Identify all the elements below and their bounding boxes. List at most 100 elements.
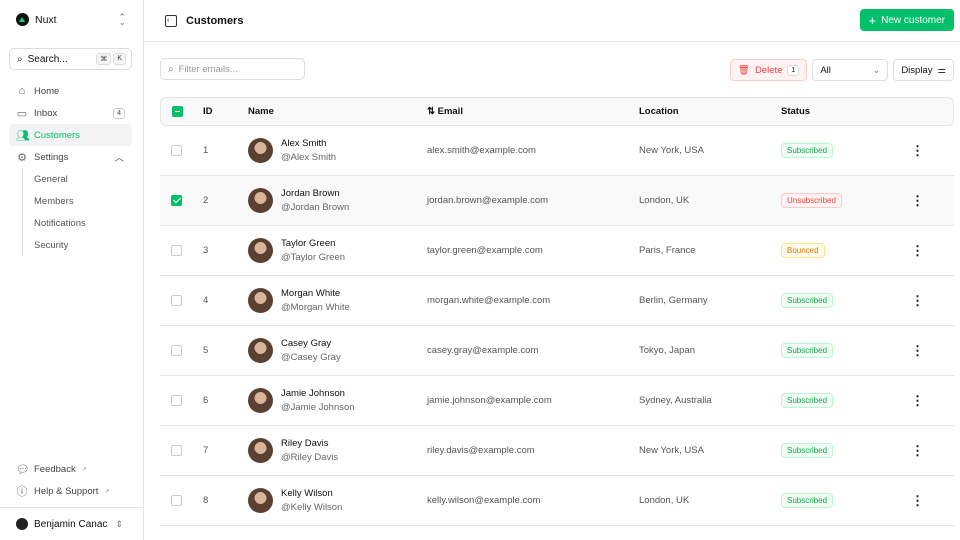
row-checkbox[interactable] [171,444,182,456]
status-badge: Subscribed [781,443,834,458]
inbox-badge: 4 [113,107,125,119]
cell-email: morgan.white@example.com [427,276,639,326]
status-badge: Subscribed [781,293,834,308]
kbd-k: K [113,53,126,65]
help-support-link[interactable]: ⓘ Help & Support ↗ [9,480,132,502]
avatar [16,518,28,530]
status-badge: Subscribed [781,343,834,358]
display-label: Display [901,64,933,76]
select-all-checkbox[interactable] [172,105,183,117]
cell-id: 5 [203,326,248,376]
avatar [248,238,273,263]
sidebar-item-home[interactable]: ⌂ Home [9,80,132,102]
table-row[interactable]: 7 Riley Davis @Riley Davis riley.davis@ex… [160,426,954,476]
avatar [248,488,273,513]
table-row[interactable]: 2 Jordan Brown @Jordan Brown jordan.brown… [160,176,954,226]
table-row[interactable]: 4 Morgan White @Morgan White morgan.white… [160,276,954,326]
cell-id: 7 [203,426,248,476]
sidebar-item-customers[interactable]: 👥︎ Customers [9,124,132,146]
team-switcher[interactable]: Nuxt ⌃ ⌄ [16,11,126,27]
sidebar-item-members[interactable]: Members [34,195,74,207]
customer-handle: @Alex Smith [281,152,337,163]
customer-name: Taylor Green [281,238,336,249]
row-actions-icon[interactable]: ⋮ [911,142,924,158]
table-row[interactable]: 6 Jamie Johnson @Jamie Johnson jamie.john… [160,376,954,426]
delete-count: 1 [787,64,800,76]
row-checkbox[interactable] [171,494,182,506]
table-row[interactable]: 3 Taylor Green @Taylor Green taylor.green… [160,226,954,276]
chevron-up-down-icon: ⇕ [115,518,123,529]
inbox-icon: ▭ [16,107,28,120]
sidebar-item-inbox[interactable]: ▭ Inbox 4 [9,102,132,124]
filter-emails-input[interactable] [178,63,289,75]
row-actions-icon[interactable]: ⋮ [911,392,924,408]
row-actions-icon[interactable]: ⋮ [911,192,924,208]
customer-handle: @Taylor Green [281,252,346,263]
feedback-link[interactable]: 💬︎ Feedback ↗ [9,458,132,480]
sidebar-item-security[interactable]: Security [34,239,69,251]
row-checkbox[interactable] [171,394,182,406]
sidebar-item-label: Customers [34,129,80,141]
search-button[interactable]: ⌕ Search... ⌘ K [9,48,132,70]
sidebar: Nuxt ⌃ ⌄ ⌕ Search... ⌘ K ⌂ Home ▭ Inbox 4 👥︎ C… [0,0,144,540]
row-actions-icon[interactable]: ⋮ [911,342,924,358]
row-actions-icon[interactable]: ⋮ [911,292,924,308]
row-checkbox[interactable] [171,244,182,256]
chevron-up-down-icon: ⌃ ⌄ [118,11,126,27]
customer-handle: @Casey Gray [281,352,341,363]
sidebar-collapse-icon[interactable]: ‹ [165,14,177,27]
brand-name: Nuxt [35,13,57,26]
cell-id: 3 [203,226,248,276]
sidebar-item-notifications[interactable]: Notifications [34,217,86,229]
user-name: Benjamin Canac [34,518,108,530]
customer-name: Morgan White [281,288,341,299]
row-checkbox[interactable] [171,144,182,156]
status-select[interactable]: All ⌄ [812,59,889,81]
table-row[interactable]: 5 Casey Gray @Casey Gray casey.gray@examp… [160,326,954,376]
display-button[interactable]: Display ⚌ [893,59,954,81]
cell-id: 4 [203,276,248,326]
cell-id: 1 [203,126,248,176]
column-email[interactable]: ⇅ Email [427,97,639,126]
row-actions-icon[interactable]: ⋮ [911,442,924,458]
sidebar-item-settings[interactable]: ⚙ Settings ︿ [9,146,132,168]
cell-email: kelly.wilson@example.com [427,476,639,526]
status-badge: Subscribed [781,493,834,508]
sidebar-item-general[interactable]: General [34,173,68,185]
cell-email: jamie.johnson@example.com [427,376,639,426]
status-badge: Unsubscribed [781,193,842,208]
row-actions-icon[interactable]: ⋮ [911,242,924,258]
delete-label: Delete [754,64,783,76]
cell-location: Sydney, Australia [639,376,781,426]
customer-handle: @Kelly Wilson [281,502,343,513]
avatar [248,388,273,413]
customer-handle: @Morgan White [281,302,350,313]
status-badge: Subscribed [781,393,834,408]
column-email-label: Email [437,106,463,117]
user-menu[interactable]: Benjamin Canac ⇕ [0,507,143,540]
table-row[interactable]: 1 Alex Smith @Alex Smith alex.smith@examp… [160,126,954,176]
row-checkbox[interactable] [171,344,182,356]
column-id: ID [203,97,248,126]
cell-location: Berlin, Germany [639,276,781,326]
new-customer-button[interactable]: + New customer [859,9,954,31]
sidebar-item-label: Inbox [34,107,58,119]
row-actions-icon[interactable]: ⋮ [911,492,924,508]
status-select-value: All [820,64,831,76]
row-checkbox[interactable] [171,294,182,306]
chat-bubble-icon: 💬︎ [16,463,30,476]
status-badge: Subscribed [781,143,834,158]
cell-email: riley.davis@example.com [427,426,639,476]
chevron-down-icon: ⌄ [872,64,881,76]
gear-icon: ⚙ [17,151,27,164]
customer-name: Casey Gray [281,338,332,349]
cell-location: Tokyo, Japan [639,326,781,376]
trash-icon: 🗑︎ [737,64,750,76]
table-row[interactable]: 8 Kelly Wilson @Kelly Wilson kelly.wilson… [160,476,954,526]
search-icon: ⌕ [168,63,174,75]
row-checkbox[interactable] [171,194,182,206]
users-icon: 👥︎ [16,129,30,142]
nuxt-logo-icon [16,13,29,26]
delete-button[interactable]: 🗑︎ Delete 1 [729,59,808,81]
external-link-icon: ↗ [81,466,87,473]
